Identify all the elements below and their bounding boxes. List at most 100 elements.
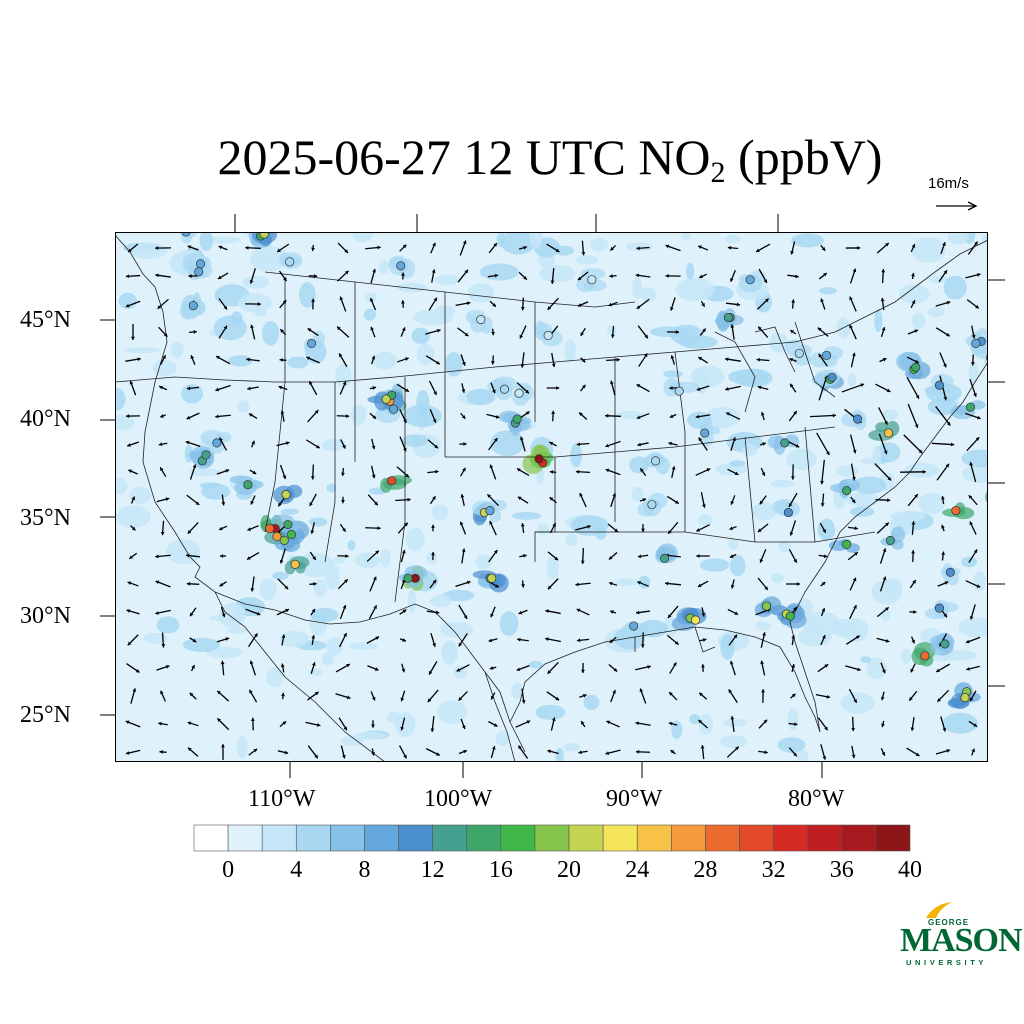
concentration-patch — [575, 255, 599, 265]
wind-arrow — [847, 526, 859, 531]
station-marker — [827, 372, 837, 382]
wind-arrow — [366, 550, 380, 562]
station-marker — [945, 567, 955, 577]
wind-arrow — [400, 690, 406, 702]
wind-arrow — [730, 324, 735, 340]
wind-arrow — [545, 637, 561, 643]
colorbar-tick-label: 12 — [420, 857, 445, 883]
wind-arrow — [609, 274, 617, 278]
wind-arrow — [849, 268, 857, 284]
concentration-patch — [771, 572, 784, 584]
wind-arrow — [399, 244, 407, 252]
wind-arrow — [310, 662, 316, 674]
wind-arrow — [455, 580, 471, 588]
concentration-patch — [227, 355, 253, 367]
wind-arrow — [160, 520, 165, 536]
wind-arrow — [247, 386, 259, 391]
concentration-patch — [279, 630, 309, 647]
station-marker — [286, 529, 297, 540]
wind-arrow — [489, 300, 497, 308]
station-marker — [485, 506, 495, 516]
wind-arrow — [851, 716, 856, 732]
concentration-patch — [535, 704, 566, 720]
wind-arrow — [279, 464, 287, 480]
concentration-patch — [791, 233, 824, 248]
wind-arrow — [311, 635, 316, 645]
wind-arrow — [879, 357, 887, 363]
station-marker — [674, 386, 684, 396]
wind-arrow — [938, 269, 948, 283]
wind-arrow — [547, 749, 559, 755]
wind-arrow — [127, 581, 139, 587]
title-main: 2025-06-27 12 UTC NO — [217, 129, 711, 185]
concentration-patch — [606, 325, 617, 336]
wind-arrow — [907, 493, 919, 507]
wind-arrow — [427, 689, 439, 703]
wind-arrow — [279, 328, 287, 336]
wind-arrow — [338, 353, 348, 367]
wind-arrow — [969, 604, 976, 620]
wind-arrow — [757, 577, 769, 591]
wind-arrow — [425, 355, 441, 365]
concentration-patch — [871, 580, 903, 605]
wind-arrow — [158, 442, 168, 447]
title-unit: (ppbV) — [725, 129, 883, 185]
station-marker — [934, 603, 945, 613]
wind-arrow — [936, 689, 950, 703]
wind-arrow — [790, 241, 796, 255]
colorbar — [193, 824, 911, 852]
concentration-patch — [840, 692, 875, 714]
wind-arrow — [667, 605, 679, 619]
station-marker — [514, 388, 524, 398]
wind-arrow — [935, 406, 951, 426]
wind-arrow — [969, 521, 977, 535]
wind-arrow — [489, 666, 497, 670]
wind-arrow — [516, 382, 530, 394]
concentration-patch — [475, 554, 492, 570]
concentration-patch — [396, 282, 427, 293]
wind-arrow — [729, 553, 737, 559]
wind-arrow — [758, 750, 768, 755]
wind-arrow — [308, 274, 318, 278]
wind-arrow — [370, 465, 376, 479]
colorbar-swatch — [398, 824, 433, 852]
concentration-patch — [943, 275, 967, 300]
concentration-patch — [500, 232, 536, 255]
wind-arrow — [306, 356, 320, 364]
wind-arrow — [190, 355, 196, 365]
wind-arrow — [521, 580, 525, 588]
wind-arrow — [125, 414, 141, 418]
station-marker — [629, 621, 639, 631]
concentration-patch — [430, 594, 452, 608]
wind-arrow — [636, 298, 650, 310]
wind-arrow — [309, 493, 317, 507]
concentration-patch — [116, 505, 151, 529]
wind-arrow — [521, 688, 526, 704]
wind-arrow — [251, 440, 255, 448]
wind-arrow — [550, 268, 555, 284]
concentration-patch — [911, 237, 946, 263]
wind-arrow — [518, 271, 528, 281]
wind-arrow — [760, 632, 766, 648]
wind-arrow — [637, 554, 649, 559]
concentration-patch — [313, 579, 327, 597]
wind-arrow — [906, 356, 920, 364]
concentration-patch — [115, 415, 135, 431]
wind-arrow — [337, 578, 349, 590]
concentration-patch — [467, 283, 495, 303]
concentration-patch — [570, 515, 609, 536]
wind-arrow — [187, 747, 199, 757]
wind-arrow — [545, 609, 561, 615]
wind-arrow — [218, 325, 228, 339]
wind-arrow — [875, 498, 891, 503]
colorbar-swatch — [534, 824, 570, 852]
wind-arrow — [788, 747, 798, 757]
wind-arrow — [311, 298, 315, 310]
colorbar-swatch — [671, 824, 706, 852]
wind-arrow — [305, 439, 321, 449]
wind-arrow — [250, 717, 255, 731]
wind-arrow — [546, 386, 560, 390]
station-marker — [201, 450, 211, 460]
concentration-patch — [431, 504, 449, 521]
wind-arrow — [397, 522, 409, 534]
